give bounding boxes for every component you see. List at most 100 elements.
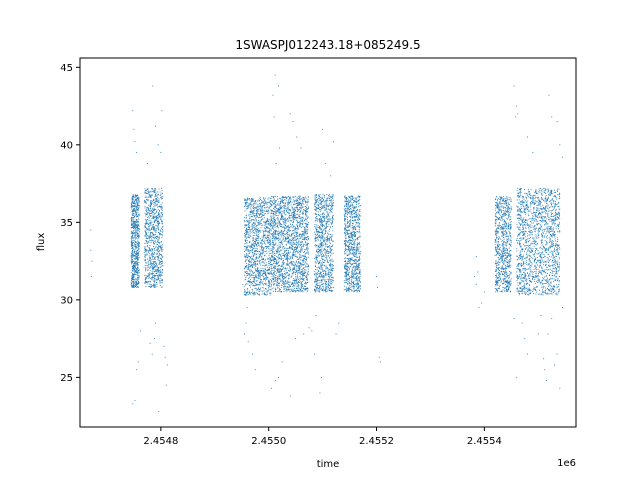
data-point [274,224,276,226]
data-point [156,216,158,218]
data-point [249,211,251,212]
data-point [265,237,267,239]
data-point [328,194,330,195]
data-point [299,196,301,198]
data-point [263,235,264,237]
data-point [283,278,285,280]
data-point [260,253,261,255]
data-point [257,205,259,207]
data-point [137,263,139,265]
data-point [297,272,299,274]
data-point [145,235,147,237]
data-point [300,279,302,281]
data-point [297,226,299,228]
data-point [137,220,139,222]
data-point [146,267,148,269]
data-point [275,276,277,278]
data-point [292,212,294,214]
data-point [136,220,138,222]
data-point [318,253,320,255]
data-point [269,222,271,224]
data-point [330,219,332,221]
data-point [256,243,258,245]
data-point [279,209,281,211]
data-point [282,263,284,265]
data-point [256,251,258,252]
data-point [331,269,332,271]
data-point [150,194,152,196]
data-point [257,280,259,282]
data-point [147,235,149,237]
data-point [275,232,276,234]
data-point [249,229,251,230]
data-point [132,203,134,204]
data-point [277,222,279,224]
data-point [291,207,293,209]
data-point [283,289,285,290]
data-point [260,203,262,205]
data-point [280,290,282,292]
data-point [268,232,270,233]
data-point [157,194,159,196]
data-point [255,200,257,202]
data-point [251,200,253,202]
data-point [305,202,307,204]
data-point [256,211,258,213]
data-point [145,277,147,279]
data-point [288,216,290,218]
data-point [154,258,156,260]
data-point [135,241,136,243]
data-point [281,268,283,270]
data-point [158,222,160,224]
data-point [135,274,137,276]
data-point [134,203,136,205]
data-point [265,229,266,231]
data-point [325,284,327,286]
data-point [249,237,250,239]
data-point [276,222,278,224]
data-point [255,207,257,209]
data-point [284,274,286,276]
data-point [277,237,279,239]
data-point [157,277,159,278]
data-point [135,285,137,286]
data-point [280,234,282,236]
data-point [284,258,286,260]
data-point [298,209,300,210]
data-point [275,262,277,264]
data-point [279,285,280,287]
data-point [262,265,264,266]
data-point [150,236,152,238]
data-point [321,196,323,198]
data-point [159,210,160,212]
data-point [273,196,274,198]
data-point [154,275,156,277]
data-point [261,224,263,226]
data-point [132,212,134,214]
data-point [279,242,281,244]
data-point [152,248,154,250]
data-point [133,205,135,206]
data-point [133,195,134,197]
data-point [155,234,157,235]
data-point [330,250,332,252]
data-point [274,232,276,234]
data-point [248,225,250,227]
data-point [159,253,161,254]
data-point [130,260,132,262]
data-point [299,203,301,205]
data-point [133,267,135,269]
data-point [161,215,163,217]
data-point [286,258,288,260]
data-point [284,256,285,258]
data-point [255,274,257,276]
data-point [297,252,299,254]
data-point [136,231,138,233]
data-point [321,244,323,246]
data-point [137,254,139,256]
data-point [256,243,258,245]
data-point [317,226,319,228]
data-point [305,217,307,219]
data-point [289,267,291,269]
data-point [319,216,321,218]
